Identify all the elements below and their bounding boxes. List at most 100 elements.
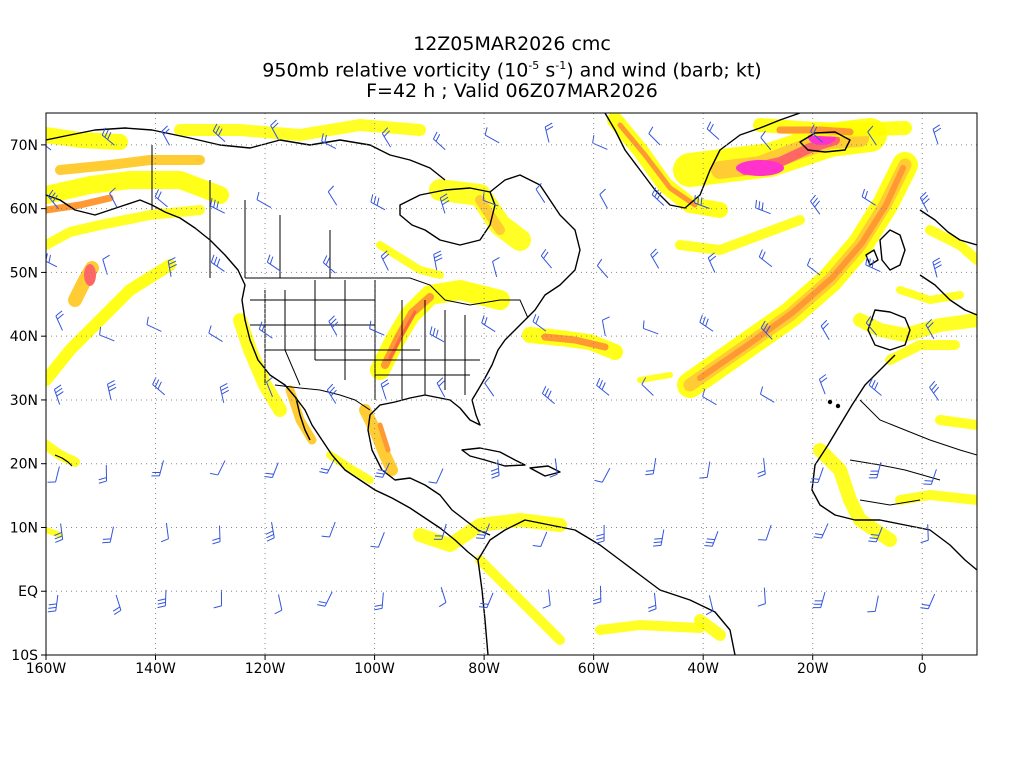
wind-barb bbox=[54, 523, 64, 543]
y-tick-label: 10S bbox=[11, 648, 38, 664]
x-tick-label: 140W bbox=[135, 661, 176, 677]
wind-barb bbox=[642, 320, 659, 335]
vorticity-streak-alaska bbox=[46, 171, 229, 204]
wind-barb bbox=[596, 377, 610, 396]
wind-barb bbox=[274, 594, 283, 615]
y-tick-label: 20N bbox=[10, 457, 38, 473]
wind-barb bbox=[439, 193, 450, 214]
wind-barb bbox=[706, 121, 720, 140]
x-tick-label: 0 bbox=[918, 661, 927, 677]
title-line-2: 950mb relative vorticity (10-5 s-1) and … bbox=[262, 59, 762, 82]
wind-barb bbox=[699, 314, 714, 332]
x-tick-label: 160W bbox=[26, 661, 67, 677]
wind-barb bbox=[319, 458, 335, 474]
wind-barb bbox=[212, 123, 226, 143]
wind-barb bbox=[167, 257, 177, 277]
wind-barb bbox=[868, 526, 883, 543]
wind-barb bbox=[265, 522, 275, 542]
wind-barb bbox=[151, 460, 164, 477]
wind-barb bbox=[641, 377, 654, 396]
wind-barb bbox=[758, 249, 773, 268]
wind-barb bbox=[648, 126, 661, 146]
wind-barb bbox=[321, 133, 337, 150]
y-tick-label: 30N bbox=[10, 393, 38, 409]
wind-barb bbox=[213, 589, 222, 609]
coast-alaska bbox=[46, 194, 323, 441]
wind-barb bbox=[322, 255, 336, 274]
wind-barb bbox=[475, 523, 490, 540]
wind-barb bbox=[264, 462, 279, 478]
wind-barb bbox=[818, 374, 828, 395]
wind-barb bbox=[923, 469, 937, 485]
wind-barb bbox=[760, 320, 773, 340]
wind-barb bbox=[478, 592, 494, 609]
wind-barb bbox=[810, 194, 821, 215]
y-tick-label: 40N bbox=[10, 329, 38, 345]
wind-barb bbox=[112, 594, 122, 615]
vorticity-shading bbox=[46, 113, 977, 645]
wind-barb bbox=[542, 589, 551, 609]
wind-barb bbox=[759, 386, 775, 403]
wind-barb bbox=[705, 595, 714, 616]
wind-barb bbox=[549, 458, 558, 478]
wind-barb bbox=[152, 377, 166, 396]
wind-barb bbox=[107, 380, 117, 400]
wind-barb bbox=[702, 388, 717, 406]
wind-barb bbox=[820, 319, 830, 341]
wind-barb bbox=[321, 521, 336, 538]
wind-barb bbox=[369, 320, 385, 336]
wind-barb bbox=[920, 524, 929, 544]
coast-africa bbox=[811, 354, 977, 571]
wind-barb bbox=[592, 135, 608, 150]
wind-barb bbox=[99, 326, 115, 342]
wind-barb bbox=[813, 523, 829, 539]
wind-barb bbox=[160, 522, 169, 543]
vorticity-streak-atlantic bbox=[677, 152, 918, 398]
x-tick-label: 80W bbox=[468, 661, 500, 677]
wind-barb bbox=[812, 592, 826, 609]
wind-barb bbox=[865, 256, 881, 273]
wind-barb bbox=[55, 310, 64, 331]
wind-barb bbox=[932, 257, 942, 278]
border-us-canada bbox=[245, 277, 529, 319]
y-tick-label: EQ bbox=[18, 584, 38, 600]
wind-barb bbox=[810, 467, 824, 484]
plot-frame bbox=[45, 112, 978, 656]
wind-barb bbox=[704, 531, 719, 547]
wind-barb bbox=[432, 131, 446, 151]
wind-barb bbox=[532, 531, 548, 548]
wind-barb bbox=[266, 376, 274, 397]
wind-barb bbox=[109, 187, 118, 208]
coast-cuba bbox=[461, 447, 526, 467]
wind-barb bbox=[212, 525, 221, 545]
x-tick-label: 60W bbox=[578, 661, 610, 677]
map-plot-area bbox=[46, 113, 977, 655]
wind-barb bbox=[328, 315, 339, 336]
political-borders bbox=[151, 145, 977, 506]
wind-barb bbox=[53, 384, 64, 405]
wind-barb bbox=[490, 459, 500, 479]
x-tick-label: 120W bbox=[245, 661, 286, 677]
wind-barb bbox=[157, 589, 167, 609]
coast-mexico bbox=[321, 439, 479, 561]
title-line-3: F=42 h ; Valid 06Z07MAR2026 bbox=[366, 80, 658, 103]
coast-us-east bbox=[367, 319, 526, 536]
wind-barb bbox=[861, 188, 876, 206]
wind-barb bbox=[270, 119, 279, 140]
wind-barb bbox=[650, 248, 660, 269]
x-tick-label: 20W bbox=[797, 661, 829, 677]
wind-barb bbox=[919, 191, 930, 213]
gridlines bbox=[46, 113, 977, 655]
x-tick-label: 40W bbox=[687, 661, 719, 677]
wind-barb bbox=[256, 191, 272, 208]
wind-barb bbox=[806, 257, 821, 276]
wind-barb bbox=[867, 125, 877, 146]
wind-barb bbox=[209, 460, 226, 476]
wind-barb bbox=[380, 379, 390, 400]
y-tick-label: 10N bbox=[10, 520, 38, 536]
coast-iceland bbox=[799, 131, 851, 153]
wind-barb bbox=[219, 383, 230, 403]
wind-barb bbox=[209, 198, 226, 214]
y-tick-label: 60N bbox=[10, 202, 38, 218]
